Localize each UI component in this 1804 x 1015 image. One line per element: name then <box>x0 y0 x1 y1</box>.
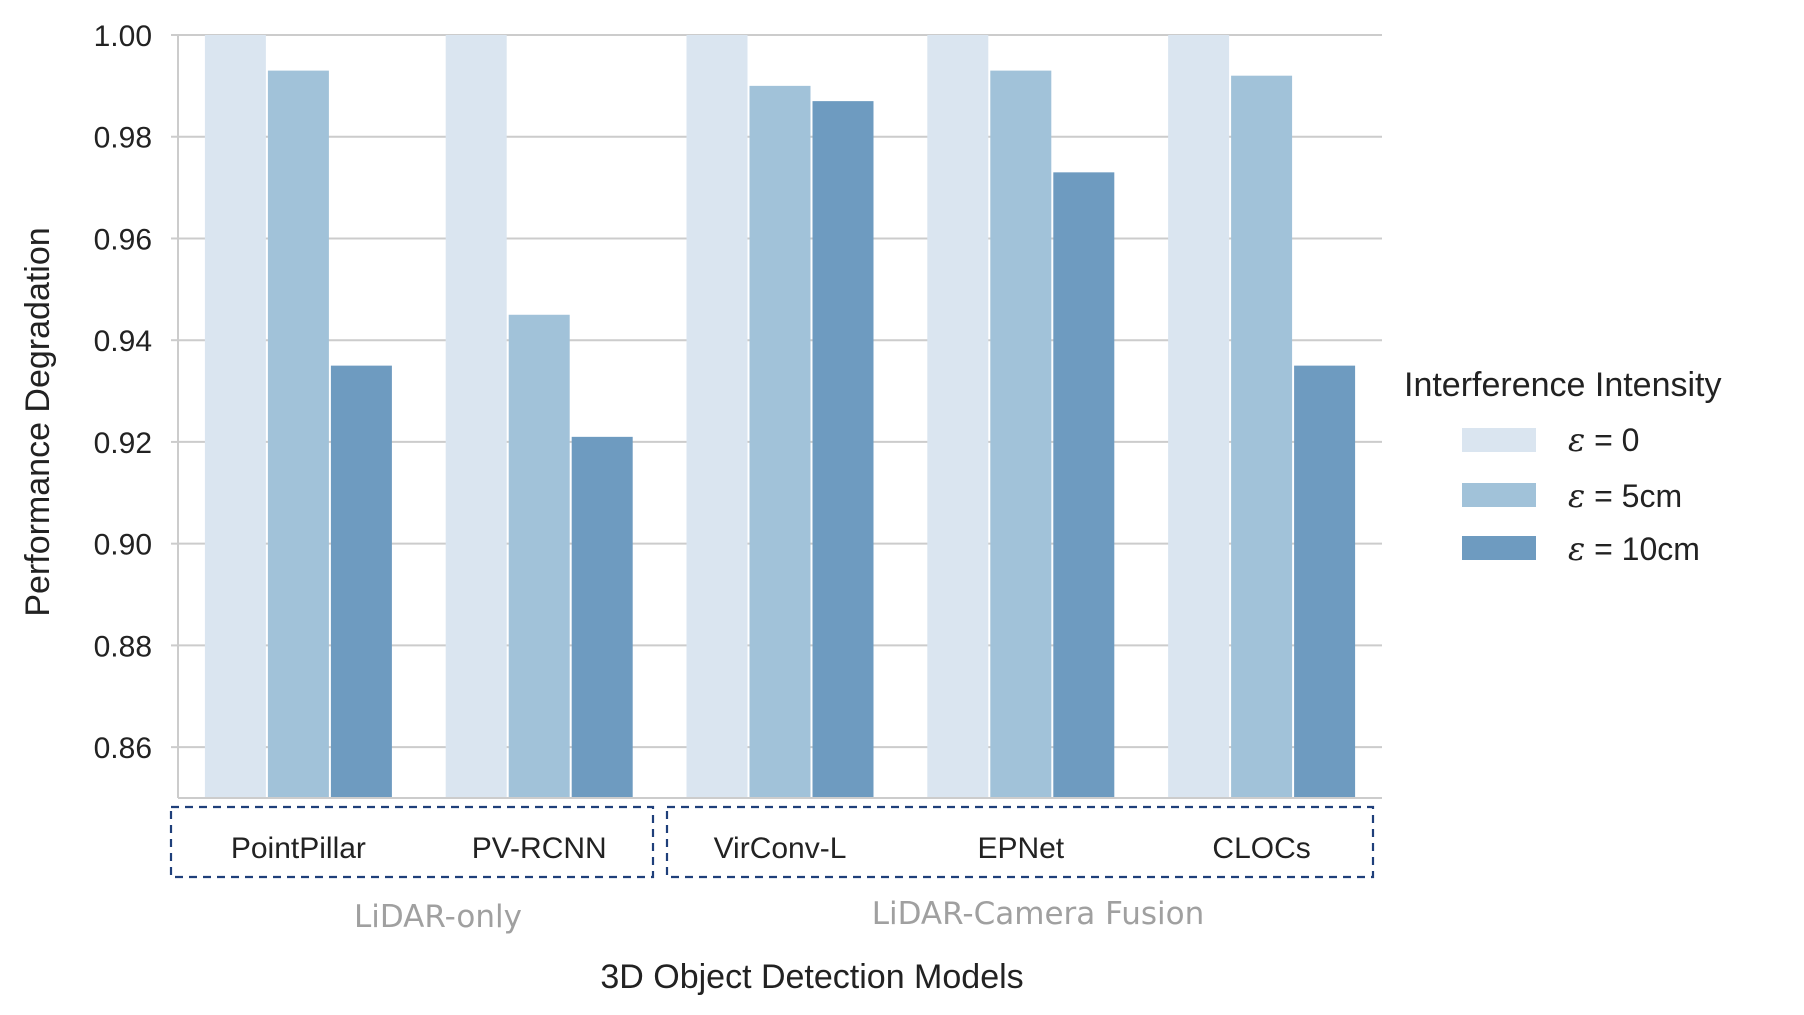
bar-virconv-l-series-0 <box>686 35 748 798</box>
y-tick-label: 0.88 <box>94 630 152 663</box>
bar-epnet-series-2 <box>1053 172 1115 799</box>
bar-pv-rcnn-series-0 <box>445 35 507 798</box>
bar-virconv-l-series-2 <box>812 101 874 799</box>
bar-epnet-series-1 <box>990 70 1052 798</box>
bar-pointpillar-series-1 <box>267 70 329 798</box>
bar-clocs-series-1 <box>1231 75 1293 798</box>
legend-title: Interference Intensity <box>1404 366 1722 404</box>
y-tick-label: 1.00 <box>94 20 152 53</box>
legend-swatch-eps-5cm <box>1462 483 1536 507</box>
y-tick-label: 0.96 <box>94 223 152 256</box>
x-tick-label: CLOCs <box>1212 832 1310 865</box>
x-axis-title: 3D Object Detection Models <box>600 958 1023 996</box>
bar-pointpillar-series-2 <box>330 365 392 798</box>
x-tick-labels: PointPillar PV-RCNN VirConv-L EPNet CLOCs <box>231 832 1311 865</box>
y-tick-labels: 0.86 0.88 0.90 0.92 0.94 0.96 0.98 1.00 <box>94 20 178 765</box>
legend-swatch-eps-10cm <box>1462 536 1536 560</box>
group-box-lidar-only <box>169 805 655 879</box>
bars <box>204 35 1356 799</box>
bar-epnet-series-0 <box>927 35 989 798</box>
y-tick-label: 0.98 <box>94 122 152 155</box>
x-tick-label: VirConv-L <box>714 832 847 865</box>
bar-pv-rcnn-series-1 <box>508 314 570 798</box>
group-label-lidar-only: LiDAR-only <box>354 899 522 935</box>
group-box-lidar-camera-fusion <box>665 805 1375 879</box>
bar-clocs-series-0 <box>1168 35 1230 798</box>
legend-label-eps-0: ε = 0 <box>1568 421 1639 459</box>
legend: Interference Intensity ε = 0 ε = 5cm ε =… <box>1404 366 1722 568</box>
x-tick-label: PointPillar <box>231 832 366 865</box>
group-label-lidar-camera-fusion: LiDAR-Camera Fusion <box>872 896 1205 932</box>
y-axis-title: Performance Degradation <box>19 227 57 616</box>
x-tick-label: EPNet <box>977 832 1064 865</box>
bar-virconv-l-series-1 <box>749 85 811 798</box>
bar-pointpillar-series-0 <box>204 35 266 798</box>
y-tick-label: 0.90 <box>94 529 152 562</box>
x-tick-label: PV-RCNN <box>472 832 607 865</box>
y-tick-label: 0.94 <box>94 325 152 358</box>
legend-swatch-eps-0 <box>1462 428 1536 452</box>
bar-pv-rcnn-series-2 <box>571 436 633 798</box>
legend-label-eps-5cm: ε = 5cm <box>1568 477 1682 515</box>
y-tick-label: 0.92 <box>94 427 152 460</box>
legend-label-eps-10cm: ε = 10cm <box>1568 530 1700 568</box>
y-tick-label: 0.86 <box>94 732 152 765</box>
bar-clocs-series-2 <box>1294 365 1356 798</box>
